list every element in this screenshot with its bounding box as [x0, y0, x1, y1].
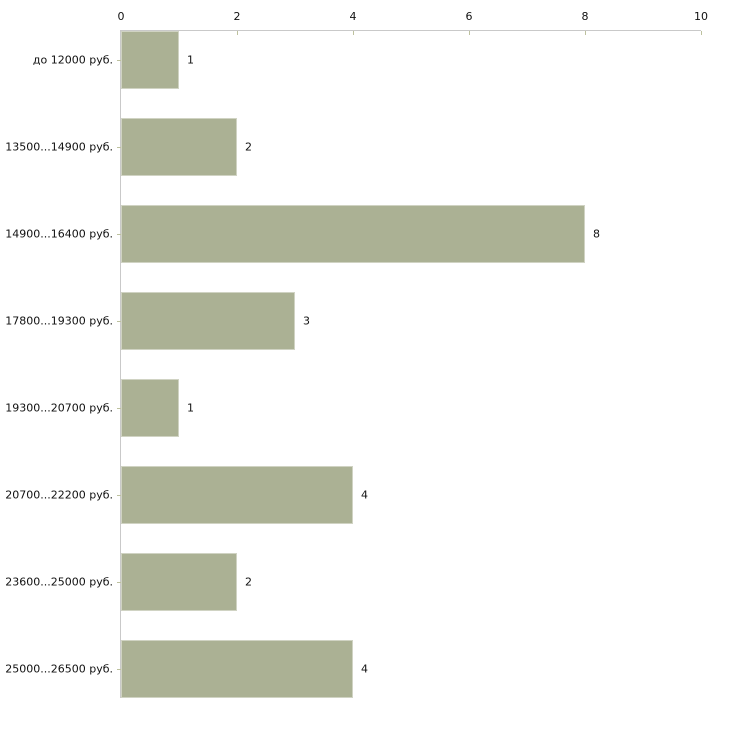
x-tick-mark [701, 31, 702, 35]
x-tick-label: 2 [233, 10, 241, 23]
category-label: 25000...26500 руб. [5, 662, 113, 676]
x-tick-label: 4 [349, 10, 357, 23]
x-tick-mark [469, 31, 470, 35]
x-tick-mark [585, 31, 586, 35]
x-tick-mark [353, 31, 354, 35]
value-label: 4 [361, 662, 368, 676]
chart-row: 20700...22200 руб. 4 [5, 466, 701, 524]
category-label: 19300...20700 руб. [5, 401, 113, 415]
bar [121, 466, 353, 524]
x-tick-label: 10 [694, 10, 708, 23]
chart-row: 14900...16400 руб. 8 [5, 205, 701, 263]
bar [121, 118, 237, 176]
bar-rows: до 12000 руб. 1 13500...14900 руб. 2 14900..… [5, 31, 701, 698]
category-tick-mark [117, 408, 121, 409]
category-tick-mark [117, 321, 121, 322]
x-tick-label: 8 [581, 10, 589, 23]
chart-row: 19300...20700 руб. 1 [5, 379, 701, 437]
bar [121, 640, 353, 698]
x-tick-mark [237, 31, 238, 35]
chart-row: 23600...25000 руб. 2 [5, 553, 701, 611]
chart-row: 13500...14900 руб. 2 [5, 118, 701, 176]
chart-row: 25000...26500 руб. 4 [5, 640, 701, 698]
category-tick-mark [117, 582, 121, 583]
category-label: 17800...19300 руб. [5, 314, 113, 328]
bar [121, 553, 237, 611]
value-label: 1 [187, 53, 194, 67]
x-tick-label: 6 [465, 10, 473, 23]
category-tick-mark [117, 495, 121, 496]
chart-row: 17800...19300 руб. 3 [5, 292, 701, 350]
category-label: 13500...14900 руб. [5, 140, 113, 154]
value-label: 8 [593, 227, 600, 241]
bar [121, 31, 179, 89]
category-label: 20700...22200 руб. [5, 488, 113, 502]
bar [121, 379, 179, 437]
value-label: 1 [187, 401, 194, 415]
category-tick-mark [117, 234, 121, 235]
value-label: 3 [303, 314, 310, 328]
category-label: 23600...25000 руб. [5, 575, 113, 589]
category-label: 14900...16400 руб. [5, 227, 113, 241]
bar [121, 205, 585, 263]
value-label: 2 [245, 575, 252, 589]
category-label: до 12000 руб. [32, 53, 113, 67]
chart-row: до 12000 руб. 1 [33, 31, 701, 89]
value-label: 4 [361, 488, 368, 502]
bar [121, 292, 295, 350]
x-tick-label: 0 [117, 10, 125, 23]
category-tick-mark [117, 60, 121, 61]
category-tick-mark [117, 669, 121, 670]
value-label: 2 [245, 140, 252, 154]
plot-area: 0 2 4 6 8 10 до 12000 руб. 1 13500...14900 руб.… [5, 10, 708, 698]
category-tick-mark [117, 147, 121, 148]
